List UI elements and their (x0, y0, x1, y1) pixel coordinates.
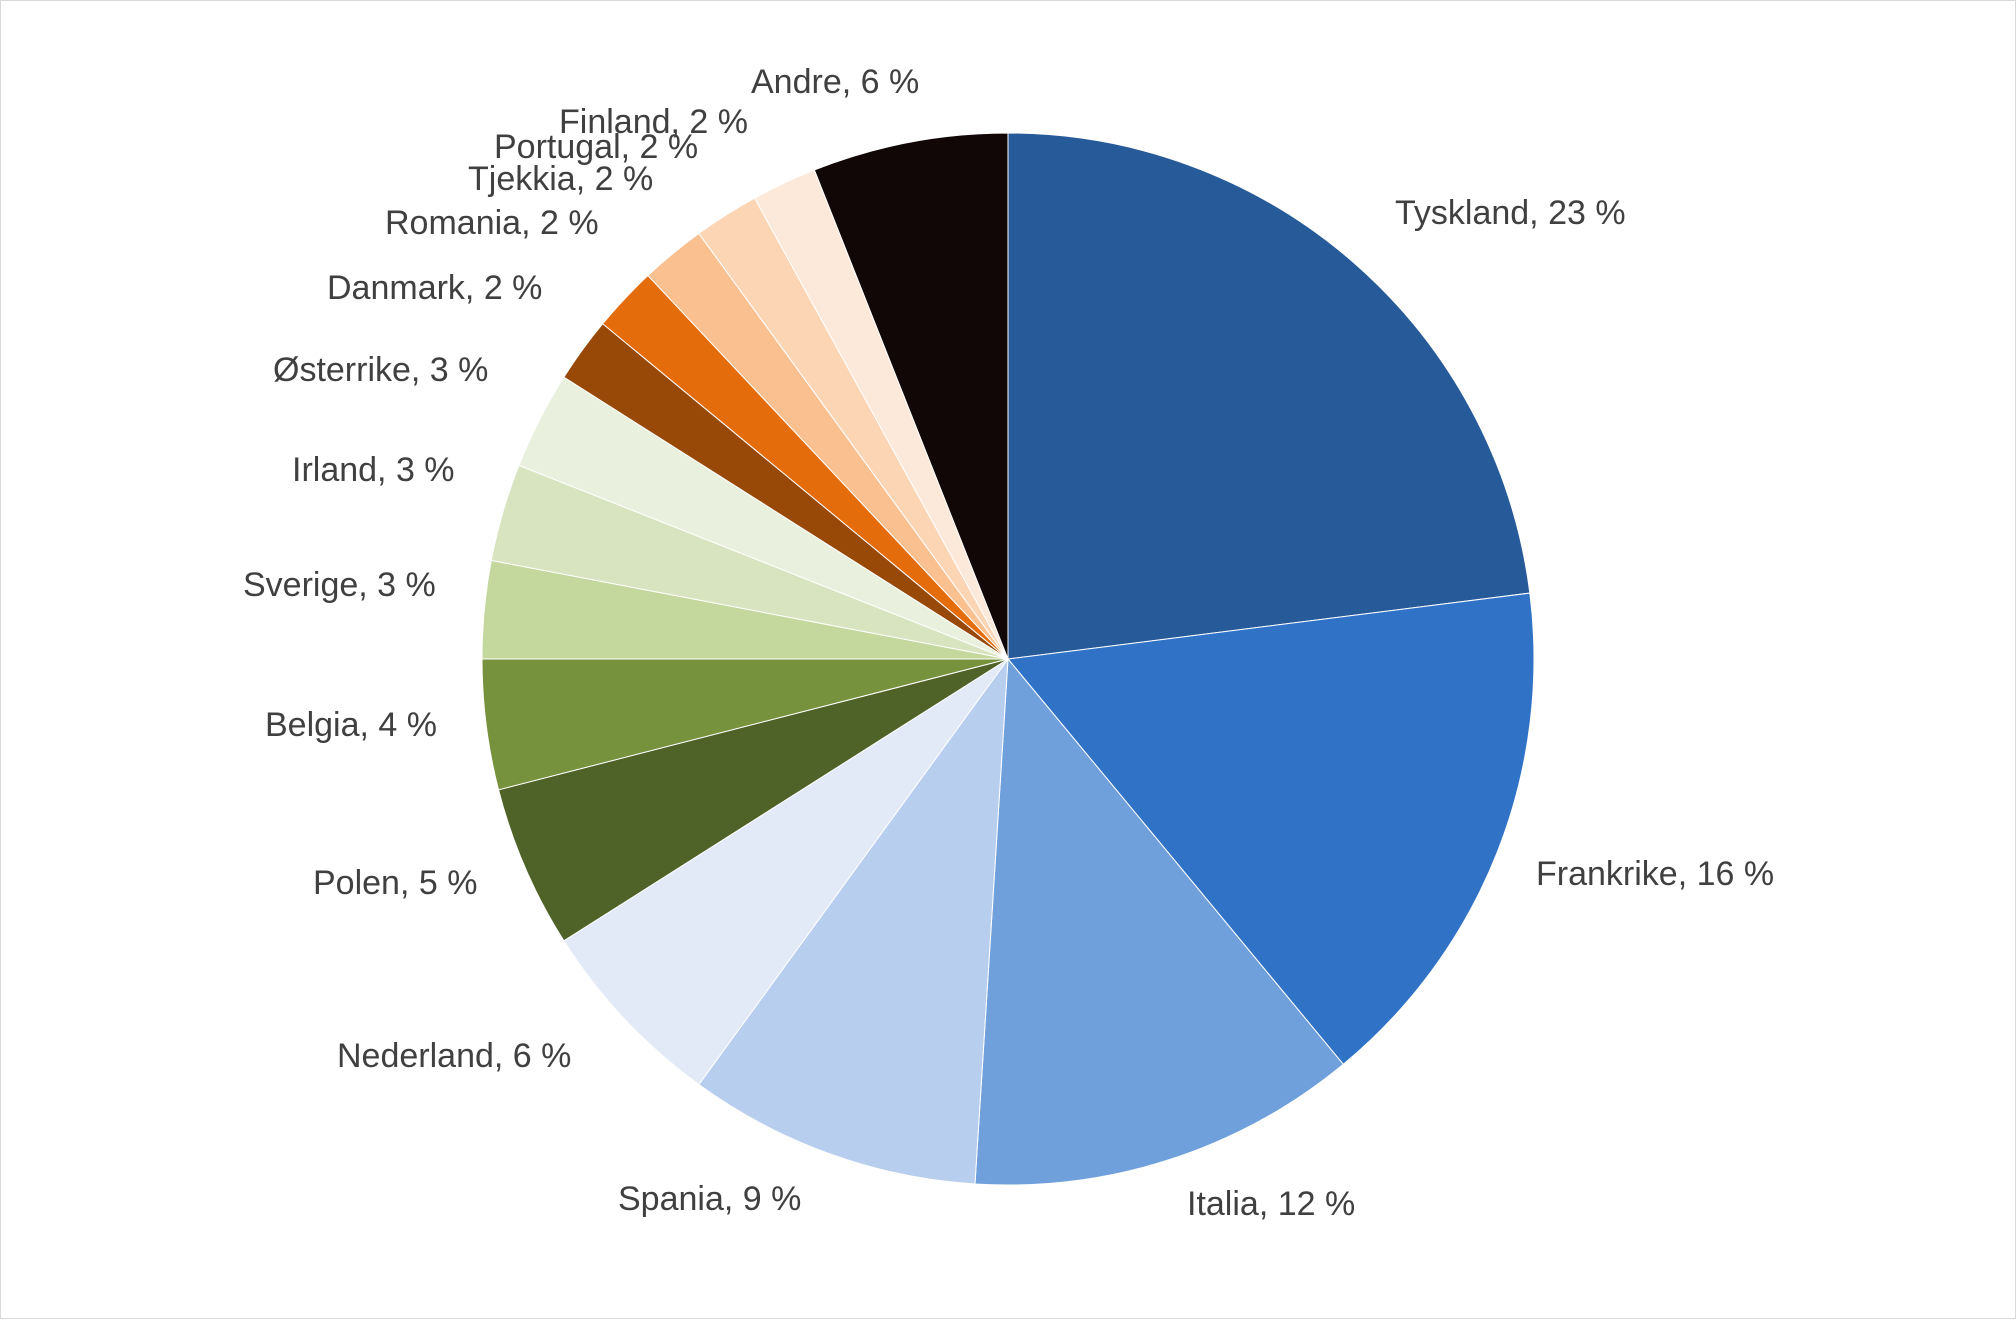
data-label-italia: Italia, 12 % (1187, 1185, 1355, 1223)
data-label-portugal: Portugal, 2 % (494, 128, 698, 166)
pie-labels: Tyskland, 23 % Frankrike, 16 % Italia, 12 … (243, 63, 1774, 1223)
pie-slice-italia (974, 657, 1344, 1186)
data-label-finland: Finland, 2 % (559, 103, 748, 141)
pie-slice-nederland (563, 658, 1009, 1086)
pie-slice-polen (497, 658, 1009, 942)
data-label-nederland: Nederland, 6 % (337, 1037, 571, 1075)
data-label-belgia: Belgia, 4 % (265, 706, 437, 744)
pie-slice-spania (698, 657, 1009, 1185)
data-label-østerrike: Østerrike, 3 % (273, 351, 488, 389)
data-label-tyskland: Tyskland, 23 % (1395, 194, 1626, 232)
data-label-sverige: Sverige, 3 % (243, 566, 436, 604)
data-label-andre: Andre, 6 % (751, 63, 919, 101)
data-label-spania: Spania, 9 % (618, 1180, 801, 1218)
data-label-polen: Polen, 5 % (313, 864, 477, 902)
pie-slices (481, 132, 1535, 1186)
pie-slice-frankrike (1007, 592, 1535, 1065)
pie-slice-tyskland (1007, 132, 1531, 660)
pie-slice-andre (813, 132, 1009, 660)
data-label-danmark: Danmark, 2 % (327, 269, 542, 307)
data-label-tjekkia: Tjekkia, 2 % (468, 160, 653, 198)
data-label-irland: Irland, 3 % (292, 451, 455, 489)
data-label-frankrike: Frankrike, 16 % (1536, 855, 1774, 893)
data-label-romania: Romania, 2 % (385, 204, 599, 242)
